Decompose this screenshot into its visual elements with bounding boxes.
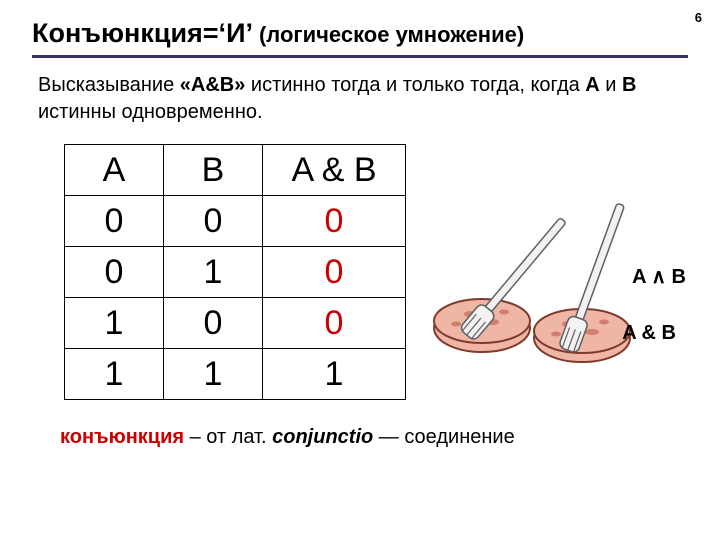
cell-B: 0 [164,196,263,247]
cell-B: 1 [164,247,263,298]
cell-B: 1 [164,349,263,400]
illustration-block: A ∧ B A & B [426,172,686,372]
etymology: конъюнкция – от лат. conjunctio — соедин… [60,426,688,449]
etym-latin: conjunctio [272,426,373,448]
table-row: A B A & B [65,145,406,196]
table-row: 0 0 0 [65,196,406,247]
th-R: A & B [263,145,406,196]
cell-R: 0 [263,247,406,298]
cell-R: 1 [263,349,406,400]
cell-A: 0 [65,247,164,298]
etym-post: — соединение [373,426,515,448]
table-row: 1 0 0 [65,298,406,349]
cell-R: 0 [263,196,406,247]
def-bold1: «А&B» [180,74,246,96]
title: Конъюнкция=‘И’ (логическое умножение) [32,18,688,58]
def-post: истинны одновременно. [38,101,263,123]
th-A: A [65,145,164,196]
def-mid2: и [600,74,622,96]
cell-A: 1 [65,349,164,400]
cell-R: 0 [263,298,406,349]
def-mid1: истинно тогда и только тогда, когда [245,74,585,96]
cell-A: 0 [65,196,164,247]
page-number: 6 [695,10,702,25]
title-sub: (логическое умножение) [259,22,524,48]
definition-text: Высказывание «А&B» истинно тогда и тольк… [38,72,682,126]
table-row: 1 1 1 [65,349,406,400]
def-pre: Высказывание [38,74,180,96]
annotation-wedge: A ∧ B [632,264,686,289]
cell-B: 0 [164,298,263,349]
def-bold3: B [622,74,636,96]
truth-table: A B A & B 0 0 0 0 1 0 1 0 0 1 1 [64,144,406,400]
cell-A: 1 [65,298,164,349]
title-main: Конъюнкция=‘И’ [32,18,253,49]
etym-mid: – от лат. [184,426,272,448]
etym-term: конъюнкция [60,426,184,448]
slide: 6 Конъюнкция=‘И’ (логическое умножение) … [0,0,720,540]
table-row: 0 1 0 [65,247,406,298]
annotation-amp: A & B [622,322,676,345]
def-bold2: А [585,74,599,96]
th-B: B [164,145,263,196]
